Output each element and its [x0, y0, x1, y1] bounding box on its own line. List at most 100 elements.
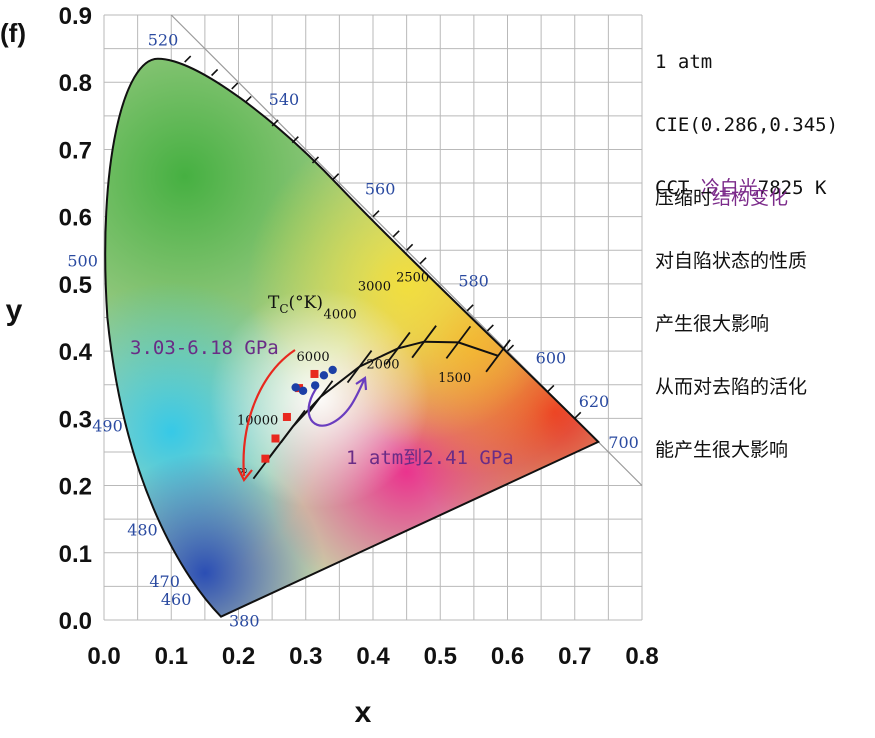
locus-tick: [271, 119, 279, 127]
x-tick-label: 0.4: [356, 643, 390, 670]
wavelength-label-460: 460: [161, 590, 192, 609]
wavelength-label-620: 620: [579, 392, 610, 411]
data-point-circle: [298, 386, 308, 395]
locus-tick: [547, 384, 555, 393]
locus-tick-marks: [184, 55, 582, 419]
temperature-label: 3000: [358, 279, 391, 294]
wavelength-label-700: 700: [608, 433, 639, 452]
side-paragraph: 压缩时结构变化 对自陷状态的性质 产生很大影响 从而对去陷的活化 能产生很大影响: [655, 146, 807, 482]
locus-tick: [506, 344, 515, 352]
para-line-4: 从而对去陷的活化: [655, 376, 808, 398]
para-line-5: 能产生很大影响: [655, 439, 789, 461]
x-axis-title: x: [355, 696, 372, 729]
para-line-2: 对自陷状态的性质: [655, 250, 808, 272]
temperature-label: 6000: [297, 350, 330, 365]
wavelength-label-500: 500: [67, 251, 98, 270]
para-highlight: 结构变化: [712, 187, 789, 209]
locus-tick: [184, 55, 192, 63]
para-line-1: 压缩时结构变化: [655, 187, 789, 209]
locus-tick: [291, 136, 299, 144]
data-point-square: [261, 454, 270, 463]
series-1: [291, 365, 337, 395]
x-tick-label: 0.5: [424, 643, 457, 670]
wavelength-label-470: 470: [149, 572, 180, 591]
wavelength-label-600: 600: [536, 348, 567, 367]
note-cct-highlight: 冷白光: [700, 177, 758, 199]
isotemperature-line: [346, 350, 373, 384]
y-axis-title: y: [6, 294, 23, 327]
wavelength-label-380: 380: [229, 612, 260, 631]
side-notes: 1 atm CIE(0.286,0.345) CCT 冷白光7825 K: [655, 10, 838, 220]
isotemperature-line: [307, 380, 334, 414]
compression-arrow-purple: [307, 379, 366, 427]
isotemperature-line: [280, 409, 306, 443]
x-tick-label: 0.3: [289, 643, 322, 670]
isotemperature-line: [485, 339, 511, 373]
data-point-circle: [319, 371, 329, 380]
locus-tick: [231, 82, 239, 90]
para-line-3: 产生很大影响: [655, 313, 770, 335]
x-tick-label: 0.7: [558, 643, 591, 670]
compression-arrow-red-head: [237, 467, 253, 483]
y-tick-label: 0.4: [59, 339, 93, 366]
locus-tick: [486, 324, 494, 332]
data-point-square: [271, 434, 280, 443]
y-tick-label: 0.7: [59, 137, 92, 164]
annotation-label: 1 atm到2.41 GPa: [346, 447, 514, 469]
locus-tick: [244, 95, 252, 103]
locus-tick: [372, 210, 380, 218]
data-point-circle: [291, 383, 300, 392]
x-tick-label: 0.8: [625, 643, 658, 670]
locus-tick: [419, 257, 427, 265]
wavelength-label-480: 480: [127, 521, 158, 540]
wavelength-label-520: 520: [148, 30, 179, 49]
y-tick-label: 0.8: [59, 70, 92, 97]
compression-arrow-purple-head: [355, 376, 368, 391]
spectral-locus-outline: [104, 57, 601, 618]
isotemperature-line: [252, 446, 279, 480]
wavelength-label-490: 490: [92, 417, 123, 436]
y-tick-label: 0.2: [59, 474, 92, 501]
isotemperature-line: [445, 325, 472, 359]
x-tick-label: 0.1: [155, 643, 188, 670]
y-tick-label: 0.1: [59, 541, 92, 568]
isotemperature-line: [385, 331, 411, 365]
annotation-label: 3.03-6.18 GPa: [130, 337, 279, 359]
temperature-label: 4000: [324, 308, 357, 323]
wavelength-label-560: 560: [365, 180, 396, 199]
temperature-label: 10000: [237, 413, 278, 428]
locus-tick: [332, 173, 340, 181]
wavelength-label-540: 540: [269, 90, 300, 109]
temperature-label: 2500: [396, 271, 429, 286]
locus-tick: [392, 230, 400, 238]
y-tick-label: 0.9: [59, 3, 92, 30]
locus-tick: [406, 243, 414, 251]
wavelength-label-580: 580: [458, 272, 489, 291]
panel-label: (f): [0, 18, 26, 48]
locus-tick: [311, 156, 320, 164]
y-tick-label: 0.0: [59, 608, 92, 635]
x-tick-label: 0.0: [87, 643, 120, 670]
note-pressure: 1 atm: [655, 51, 713, 73]
compression-arrow-red: [242, 349, 296, 477]
locus-tick: [466, 304, 474, 312]
isotemperature-line: [411, 325, 437, 359]
axis-tick-labels: 0.0 0.1 0.2 0.3 0.4 0.5 0.6 0.7 0.8 0.0 0.1 0.2 0.3 0…: [59, 3, 659, 670]
y-tick-label: 0.5: [59, 272, 92, 299]
locus-tick: [574, 411, 582, 419]
y-tick-label: 0.3: [59, 406, 92, 433]
data-point-circle: [310, 381, 320, 390]
data-point-circle: [328, 365, 337, 375]
x-tick-label: 0.2: [222, 643, 255, 670]
note-cie: CIE(0.286,0.345): [655, 114, 839, 136]
locus-tick: [211, 68, 219, 77]
temperature-label: 2000: [366, 357, 399, 372]
data-point-square: [282, 412, 291, 421]
temperature-label: 1500: [438, 371, 471, 386]
y-tick-label: 0.6: [59, 205, 92, 232]
x-tick-label: 0.6: [491, 643, 524, 670]
planckian-locus-label: TC(°K): [268, 293, 323, 316]
data-point-square: [310, 369, 319, 378]
